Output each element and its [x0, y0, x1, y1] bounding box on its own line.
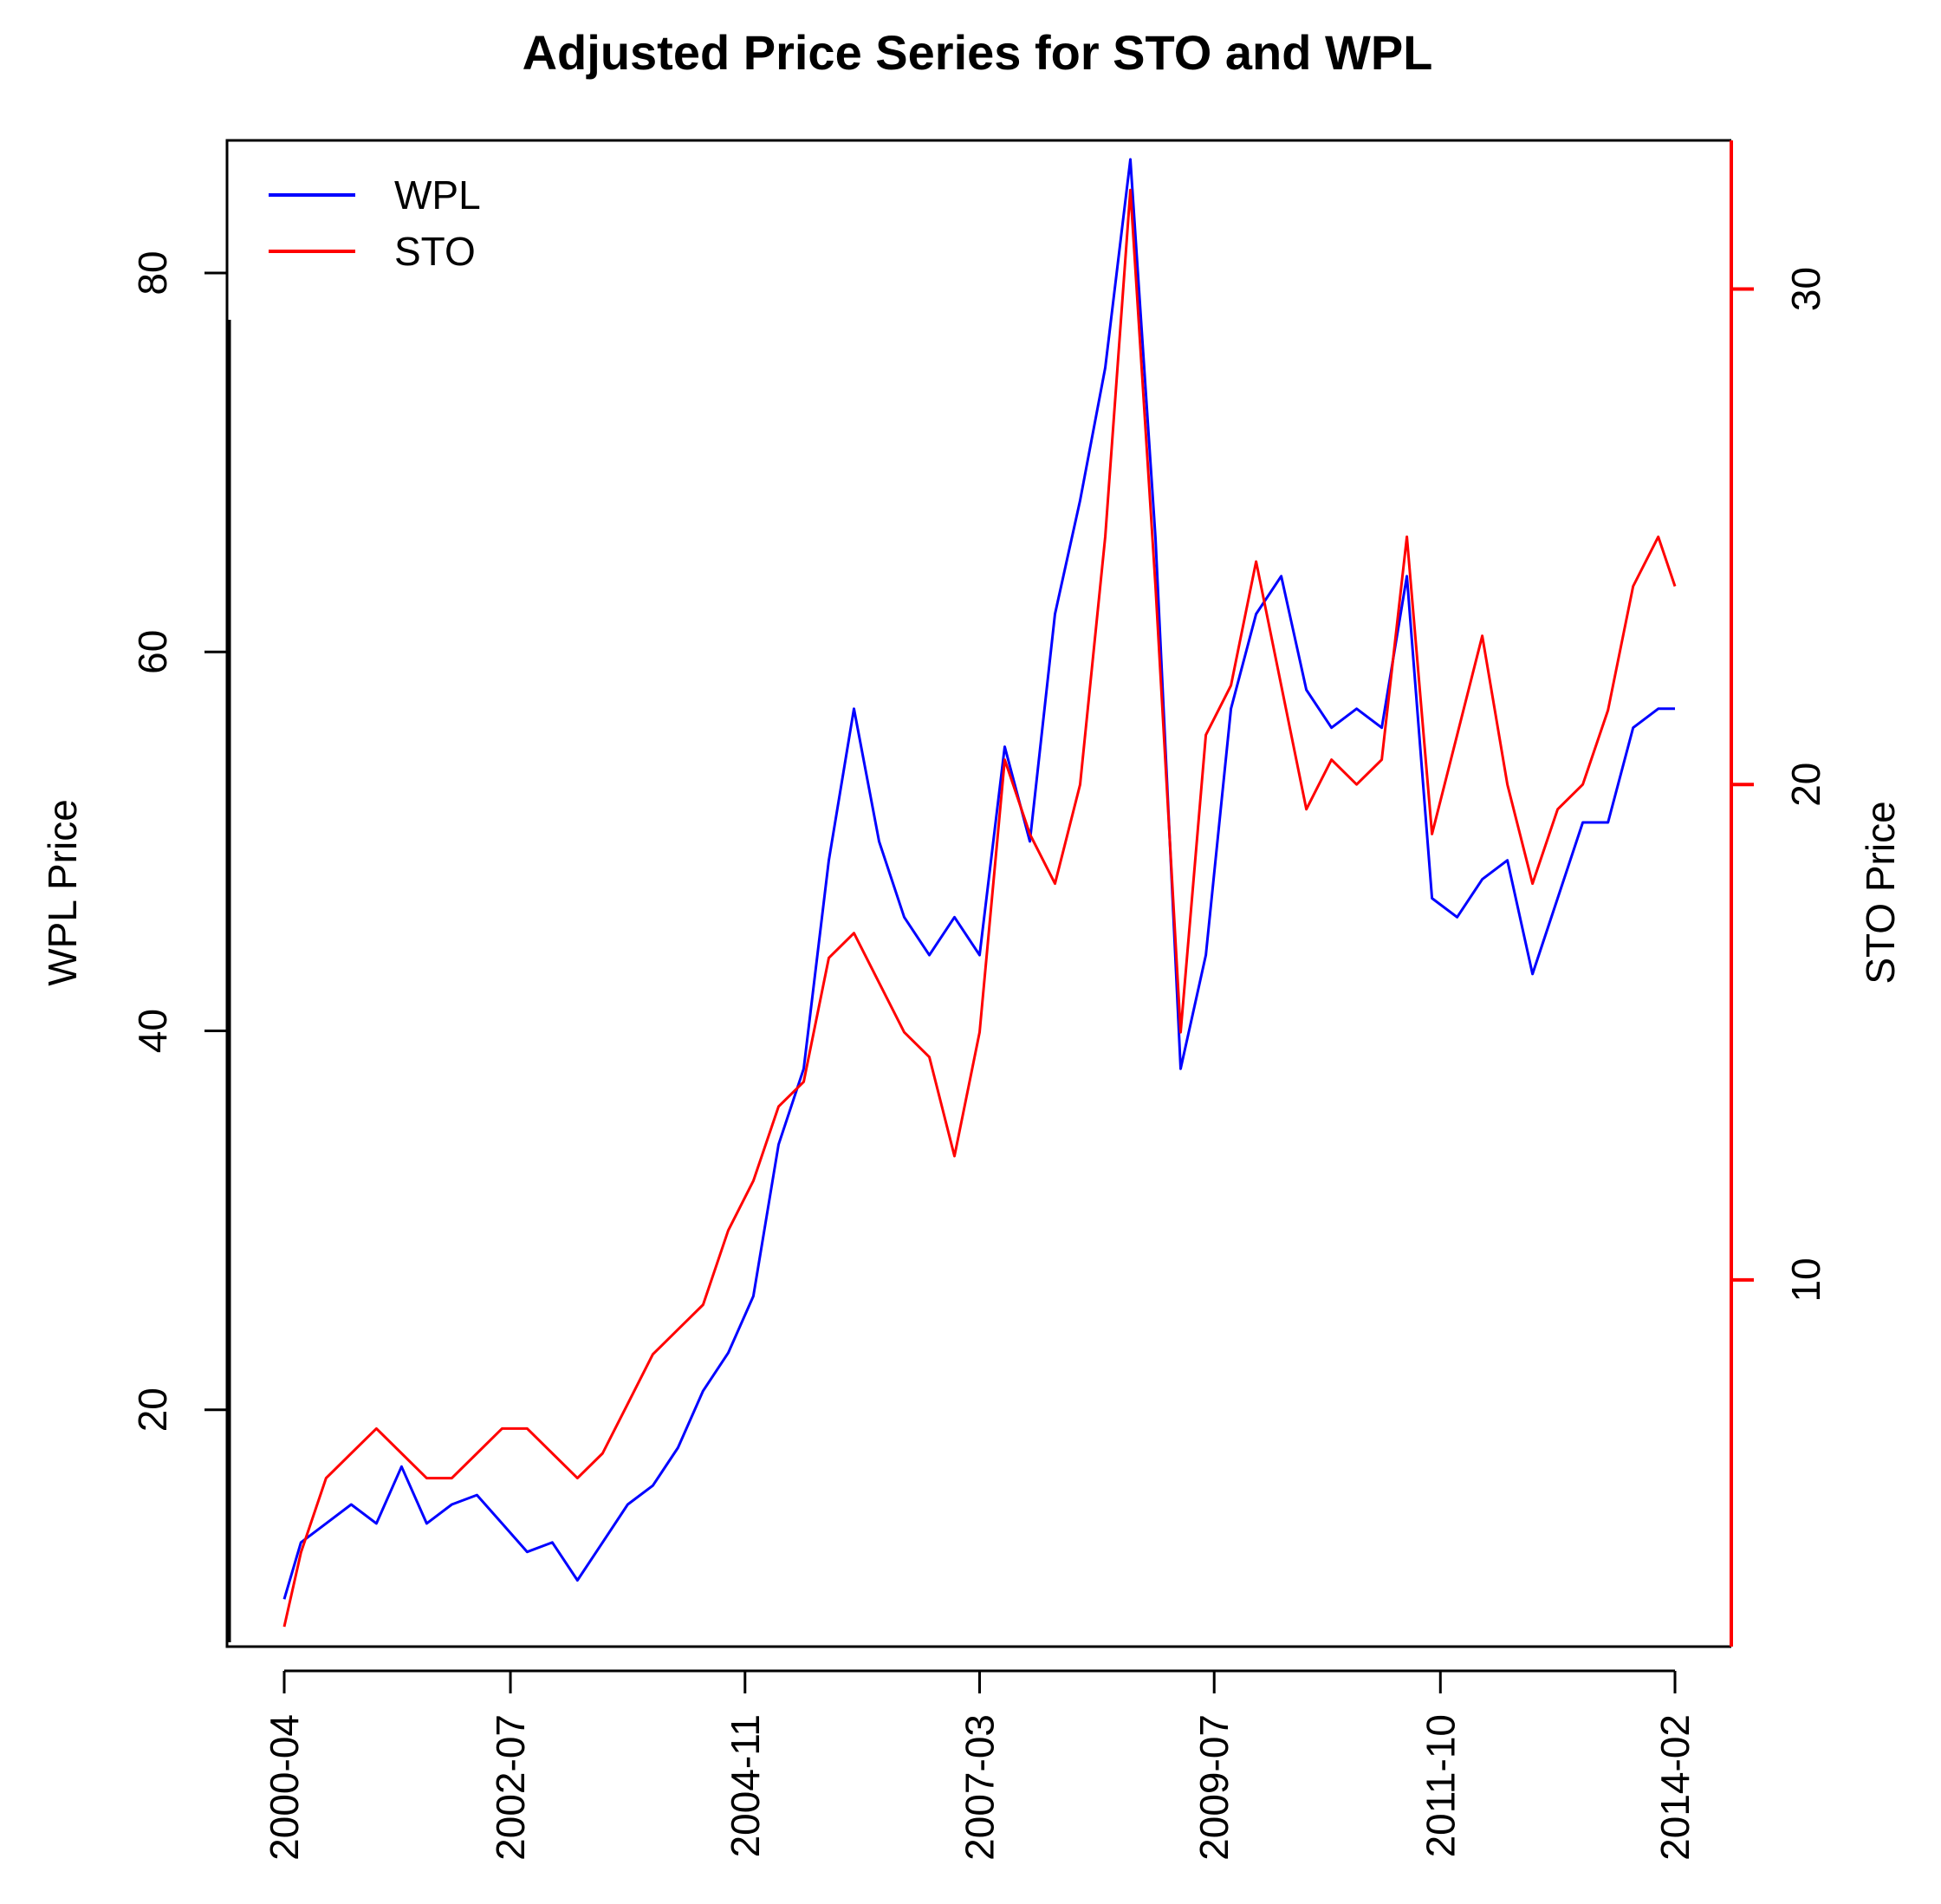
series-line-sto [282, 188, 1677, 1628]
x-tick-label: 2011-10 [1418, 1714, 1463, 1857]
plot-frame [225, 139, 1731, 1648]
y2-tick-label: 20 [1783, 763, 1828, 807]
y-axis-label: WPL Price [40, 799, 85, 986]
series-line-wpl [282, 158, 1675, 1600]
y-tick-label: 60 [130, 630, 175, 674]
y2-axis-label: STO Price [1858, 801, 1903, 984]
x-tick-label: 2014-02 [1652, 1714, 1698, 1861]
series-layer [282, 158, 1677, 1628]
y-tick-label: 20 [130, 1387, 175, 1432]
left-axis-ticks: 20 40 60 80 [130, 250, 227, 1432]
x-tick-label: 2007-03 [958, 1714, 1003, 1861]
x-tick-label: 2009-07 [1191, 1714, 1237, 1861]
y2-tick-label: 10 [1783, 1257, 1828, 1302]
y-tick-label: 40 [130, 1009, 175, 1053]
legend-label-wpl: WPL [394, 172, 481, 218]
legend-label-sto: STO [394, 229, 476, 274]
right-axis-ticks: 10 20 30 [1731, 267, 1828, 1303]
x-tick-label: 2002-07 [488, 1714, 533, 1861]
y2-tick-label: 30 [1783, 267, 1828, 311]
x-axis-ticks: 2000-04 2002-07 2004-11 2007-03 2009-07 2011-… [262, 1669, 1698, 1861]
legend: WPL STO [269, 172, 481, 274]
chart-title: Adjusted Price Series for STO and WPL [523, 25, 1433, 80]
x-tick-label: 2000-04 [262, 1714, 307, 1861]
x-tick-label: 2004-11 [723, 1714, 768, 1857]
y-tick-label: 80 [130, 250, 175, 295]
